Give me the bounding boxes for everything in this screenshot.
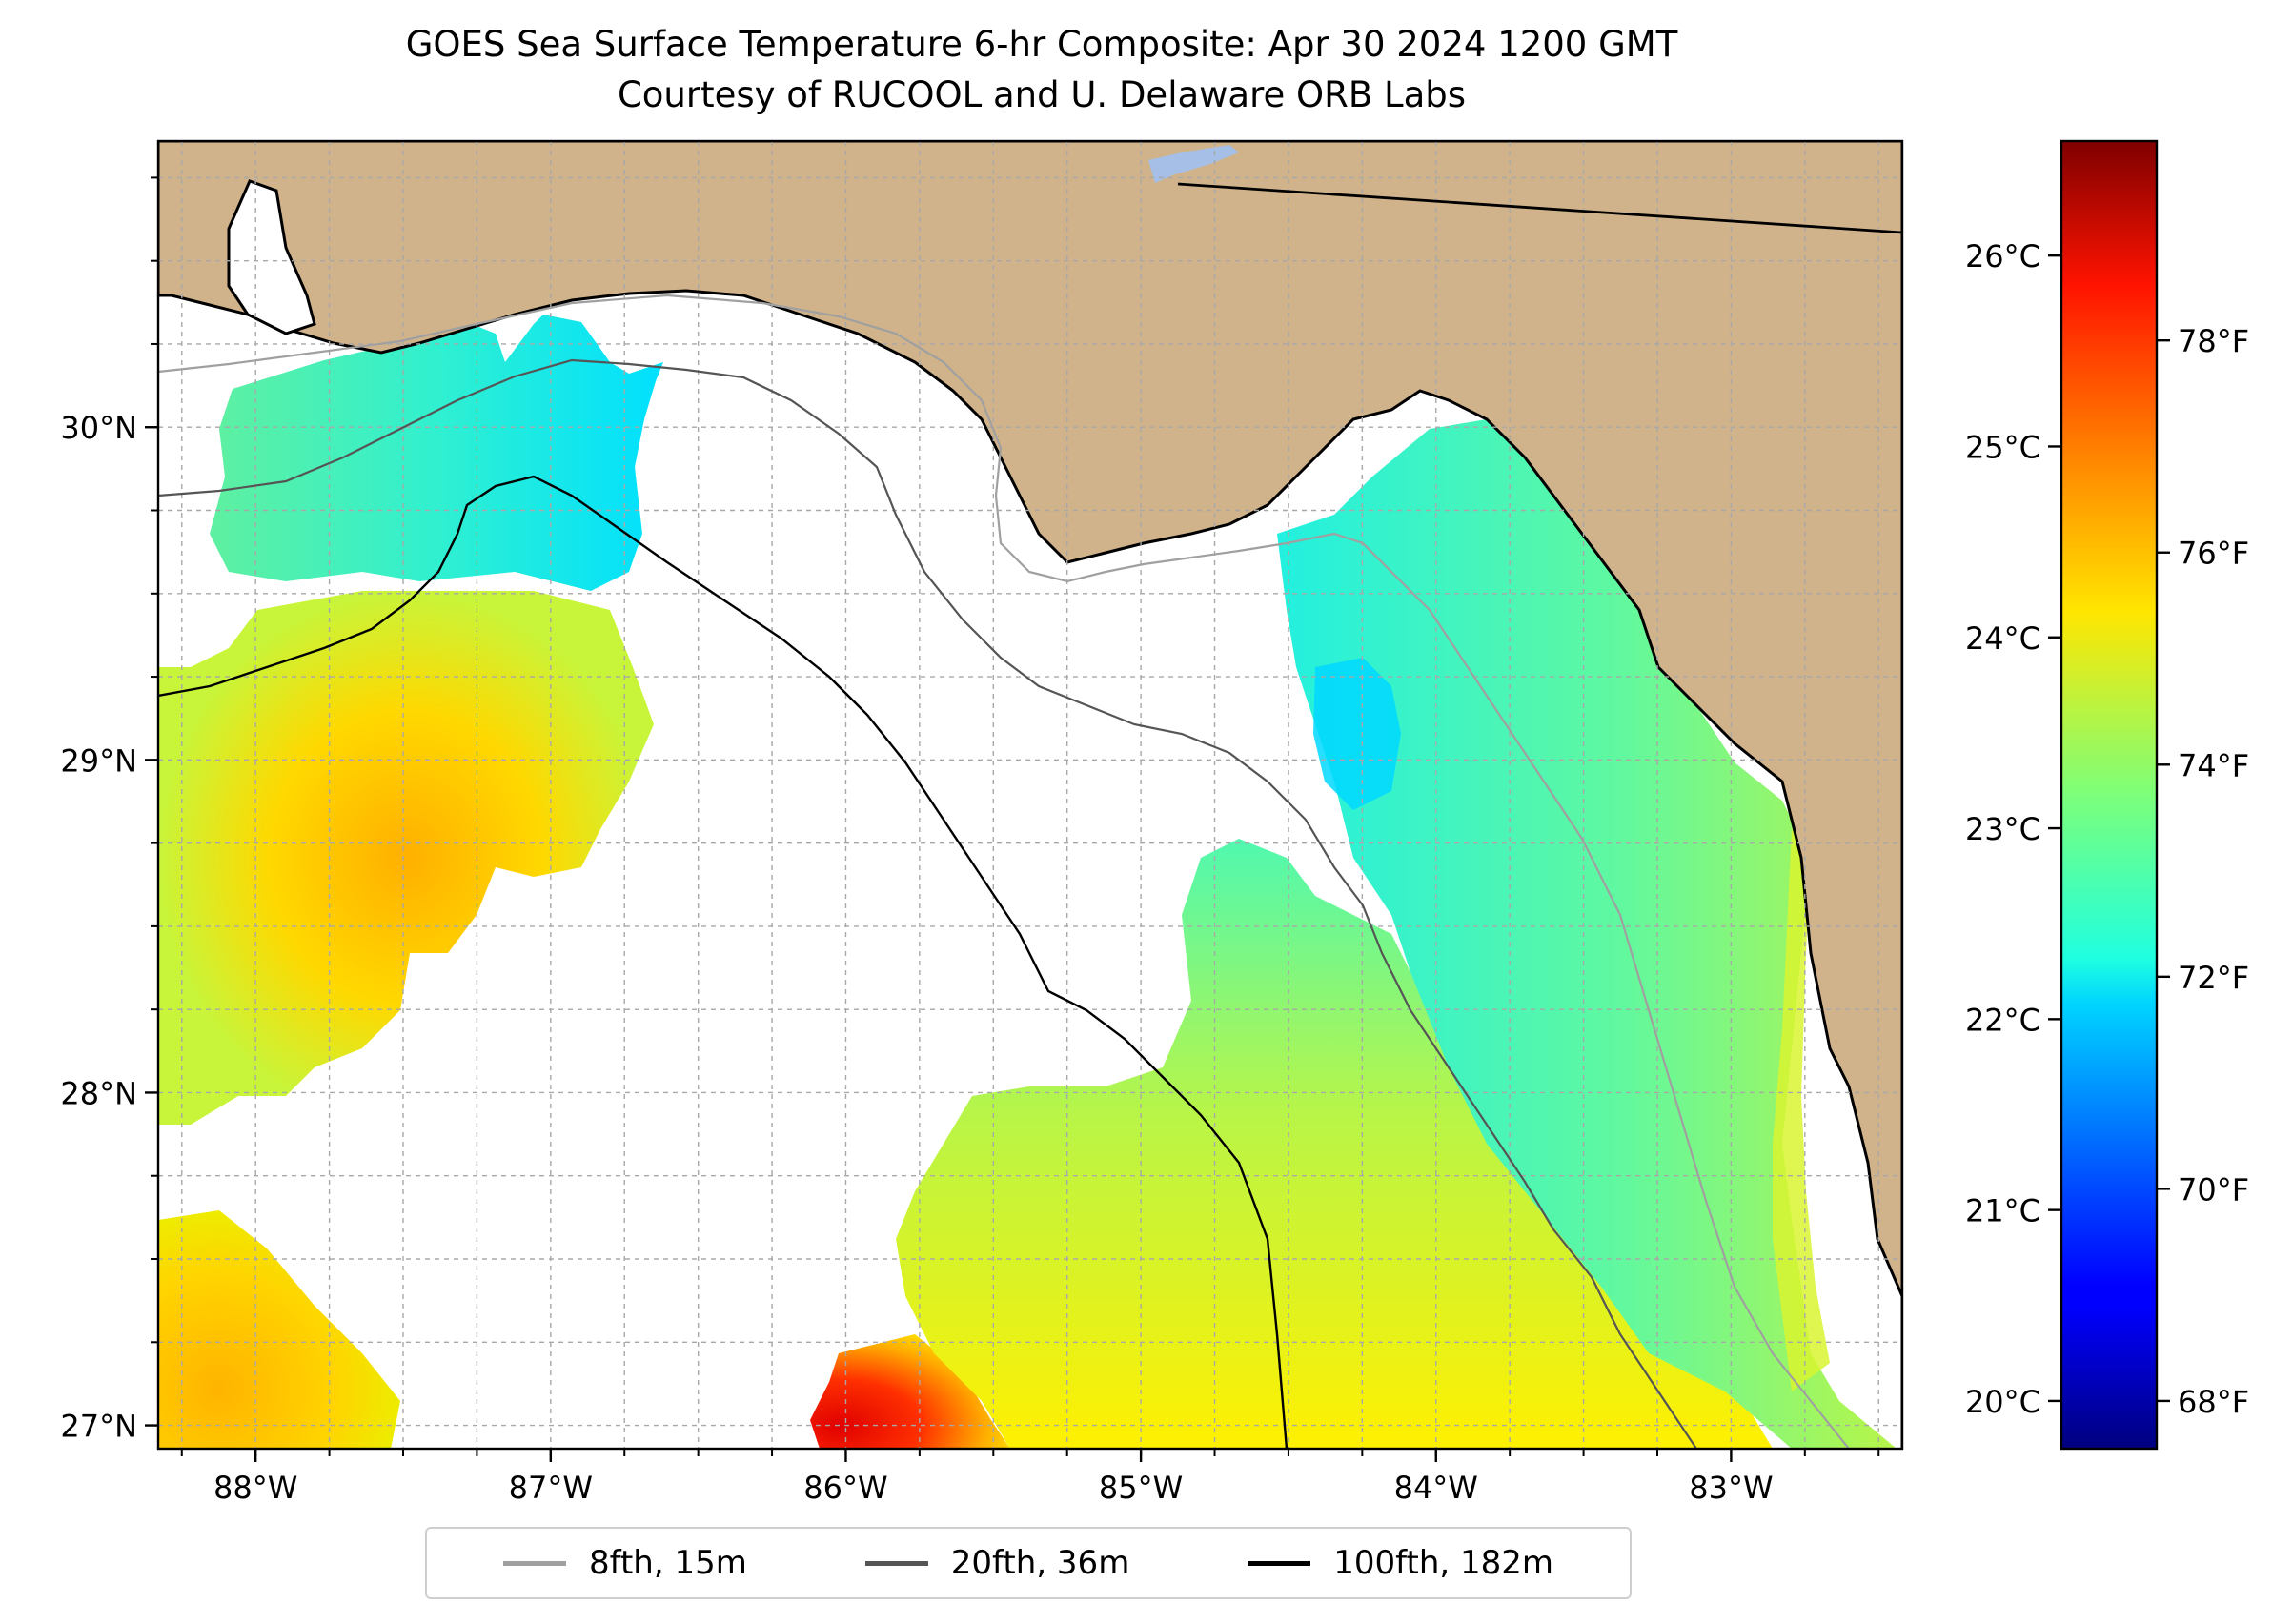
bathymetry-contours [158,182,1902,1449]
map-frame [156,139,1904,1451]
map-axes: 88°W 87°W 86°W 85°W 84°W 83°W 27°N 28°N 29°N 30°N [60,176,1880,1506]
legend-item-100fth: 100fth, 182m [1248,1544,1553,1582]
sst-region-west-warm [158,591,654,1125]
sst-region-southwest [158,1210,400,1449]
legend-label-8fth: 8fth, 15m [588,1544,747,1582]
sst-region-south-central [896,839,1773,1449]
land-mobile-bay-peninsula [227,179,316,335]
lon-tick-label: 85°W [1099,1470,1183,1506]
lat-tick-label: 28°N [60,1075,137,1111]
fahrenheit-tick-label: 78°F [2178,323,2249,359]
legend-swatch-20fth [864,1560,928,1566]
legend-label-20fth: 20fth, 36m [950,1544,1130,1582]
legend-swatch-8fth [502,1560,566,1566]
celsius-tick-label: 25°C [1965,429,2040,465]
land-north [158,141,1902,1449]
contour-100fth [158,475,1289,1449]
sst-region-north-west [210,315,663,591]
lon-tick-label: 87°W [509,1470,593,1506]
map-area [158,141,1902,1449]
celsius-tick-label: 21°C [1965,1193,2040,1229]
contour-20fth [158,358,1697,1449]
chart-subtitle: Courtesy of RUCOOL and U. Delaware ORB L… [617,74,1467,115]
legend-swatch-100fth [1248,1560,1311,1566]
contour-8fth [158,294,1850,1449]
sst-region-east-coast-warm [1773,829,1830,1391]
sst-data-layer [158,315,1897,1449]
lat-tick-label: 30°N [60,410,137,446]
lat-tick-label: 29°N [60,742,137,779]
sst-region-east [1277,419,1897,1449]
celsius-tick-label: 23°C [1965,811,2040,847]
fahrenheit-tick-label: 70°F [2178,1171,2249,1208]
state-border [1177,182,1902,234]
celsius-tick-label: 26°C [1965,238,2040,274]
celsius-tick-label: 24°C [1965,620,2040,657]
celsius-tick-label: 20°C [1965,1384,2040,1420]
chart-title: GOES Sea Surface Temperature 6-hr Compos… [405,24,1678,65]
fahrenheit-tick-label: 74°F [2178,747,2249,783]
colorbar-ticks: 20°C 21°C 22°C 23°C 24°C 25°C 26°C 68°F 70°F 72°F… [1965,238,2249,1420]
contour-legend: 8fth, 15m 20fth, 36m 100fth, 182m [425,1527,1632,1599]
colorbar-gradient [2060,139,2159,1451]
legend-item-20fth: 20fth, 36m [864,1544,1130,1582]
legend-item-8fth: 8fth, 15m [502,1544,747,1582]
sst-region-east-coolspot [1313,658,1401,810]
celsius-tick-label: 22°C [1965,1002,2040,1038]
lat-tick-label: 27°N [60,1409,137,1445]
fahrenheit-tick-label: 68°F [2178,1384,2249,1420]
colorbar: 20°C 21°C 22°C 23°C 24°C 25°C 26°C 68°F 70°F 72°F… [1965,139,2249,1451]
lon-tick-label: 84°W [1394,1470,1478,1506]
lon-tick-label: 88°W [213,1470,297,1506]
lake [1148,145,1239,183]
sst-region-south-hot [810,1334,1010,1449]
lon-tick-label: 83°W [1689,1470,1773,1506]
gridlines [158,141,1902,1449]
land-layer [158,141,1902,1449]
lon-tick-label: 86°W [803,1470,887,1506]
fahrenheit-tick-label: 72°F [2178,960,2249,996]
legend-label-100fth: 100fth, 182m [1333,1544,1554,1582]
fahrenheit-tick-label: 76°F [2178,536,2249,572]
